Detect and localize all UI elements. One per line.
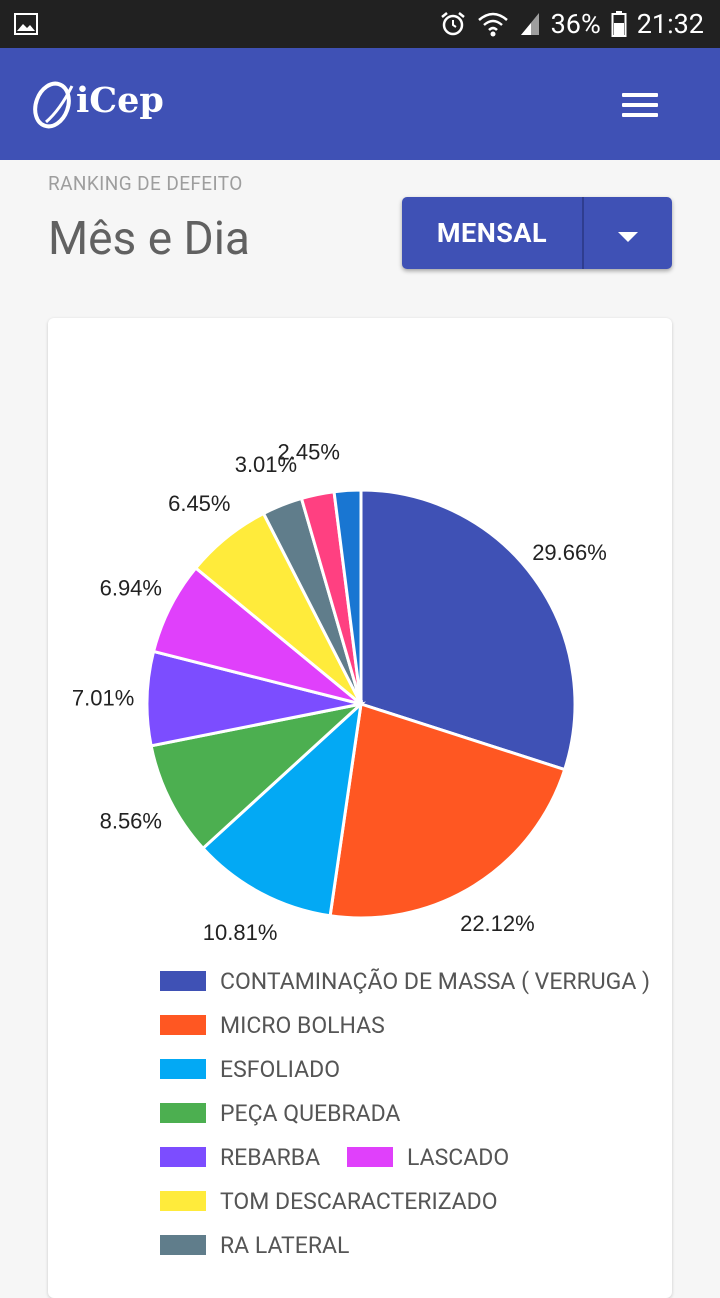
pie-label-5: 6.94% <box>100 576 162 601</box>
pie-slice-9 <box>332 488 363 705</box>
legend-item[interactable]: LASCADO <box>347 1143 510 1171</box>
page-title: Mês e Dia <box>48 212 250 266</box>
legend-item[interactable]: TOM DESCARACTERIZADO <box>160 1187 498 1215</box>
pie-label-6: 6.45% <box>168 491 230 516</box>
legend-item[interactable]: MICRO BOLHAS <box>160 1011 385 1039</box>
pie-label-0: 29.66% <box>532 540 607 565</box>
pie-slice-0 <box>359 488 577 772</box>
logo-text: iCep <box>76 80 164 121</box>
pie-slice-2 <box>200 700 364 918</box>
pie-slice-1 <box>328 702 567 920</box>
menu-button[interactable] <box>616 87 664 123</box>
pie-label-7: 3.01% <box>235 452 297 477</box>
pie-chart: 29.66% 22.12% 10.81% 8.56% 7.01% 6.94% 6.45%3.… <box>72 439 607 945</box>
dropdown-caret-icon[interactable] <box>618 232 638 242</box>
battery-icon <box>611 11 627 37</box>
pie-label-1: 22.12% <box>460 911 535 936</box>
alarm-icon <box>440 12 465 36</box>
legend-item[interactable]: REBARBA <box>160 1143 321 1171</box>
pie-label-4: 7.01% <box>72 685 134 710</box>
status-bar: 36% 21:32 <box>0 0 720 48</box>
legend-swatch <box>160 1059 206 1079</box>
pie-label-3: 8.56% <box>100 809 162 834</box>
legend-label: MICRO BOLHAS <box>220 1011 385 1039</box>
clock: 21:32 <box>636 8 704 40</box>
legend-label: REBARBA <box>220 1143 321 1171</box>
legend-label: PEÇA QUEBRADA <box>220 1099 401 1127</box>
app-bar: iCep <box>0 48 720 160</box>
legend-item[interactable]: PEÇA QUEBRADA <box>160 1099 401 1127</box>
pie-label-2: 10.81% <box>203 920 278 945</box>
legend-swatch <box>160 1147 206 1167</box>
period-divider <box>582 197 584 269</box>
period-selected-label: MENSAL <box>436 217 548 249</box>
image-notification-icon <box>14 13 38 35</box>
legend-swatch <box>160 1235 206 1255</box>
legend-item[interactable]: ESFOLIADO <box>160 1055 341 1083</box>
page-subtitle: RANKING DE DEFEITO <box>48 172 243 195</box>
signal-icon <box>520 13 539 35</box>
pie-label-8: 2.45% <box>278 439 340 464</box>
legend-swatch <box>160 1191 206 1211</box>
legend-item[interactable]: RA LATERAL <box>160 1231 350 1259</box>
legend-label: TOM DESCARACTERIZADO <box>220 1187 498 1215</box>
legend-swatch <box>160 971 206 991</box>
legend-swatch <box>160 1103 206 1123</box>
legend-label: CONTAMINAÇÃO DE MASSA ( VERRUGA ) <box>220 967 651 995</box>
legend-label: RA LATERAL <box>220 1231 350 1259</box>
legend-swatch <box>160 1015 206 1035</box>
legend-label: ESFOLIADO <box>220 1055 341 1083</box>
pie-slice-3 <box>149 701 366 851</box>
icep-logo-icon <box>33 81 74 129</box>
legend-item[interactable]: CONTAMINAÇÃO DE MASSA ( VERRUGA ) <box>160 967 651 995</box>
chart-card: 29.66% 22.12% 10.81% 8.56% 7.01% 6.94% 6.45% 3.… <box>48 318 672 1298</box>
legend-swatch <box>347 1147 393 1167</box>
wifi-icon <box>477 12 508 37</box>
legend-label: LASCADO <box>407 1143 510 1171</box>
battery-percentage: 36% <box>550 8 601 40</box>
